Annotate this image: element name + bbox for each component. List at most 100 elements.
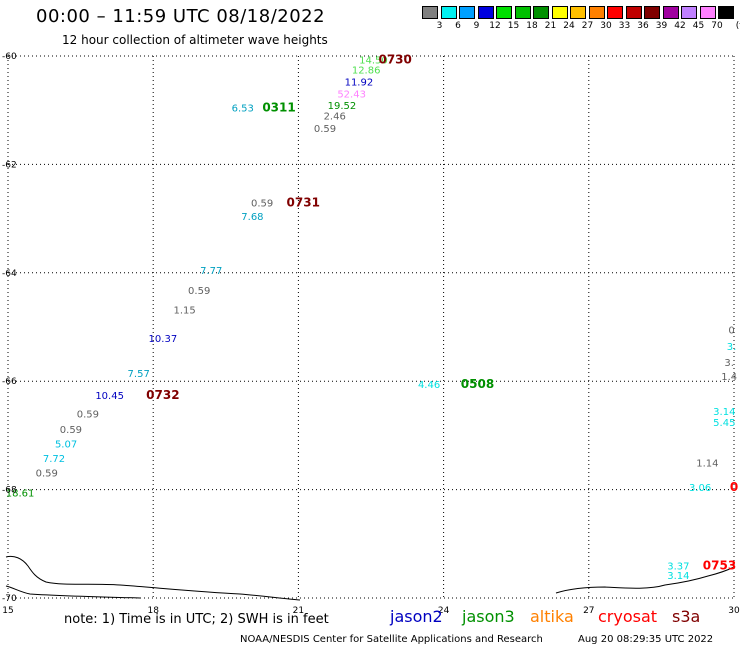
wave-height-label: 7.68 — [241, 212, 263, 223]
wave-height-label: 10.45 — [95, 391, 124, 402]
pass-time-label: 0732 — [146, 388, 179, 402]
colorbar-swatch — [699, 6, 716, 19]
colorbar-tick-label: 6 — [455, 21, 461, 31]
wave-height-label: 5.07 — [55, 440, 77, 451]
colorbar-tick-label: 70 — [711, 21, 723, 31]
colorbar-swatch — [625, 6, 642, 19]
colorbar-swatch — [644, 6, 660, 19]
wave-height-label: 19.52 — [328, 101, 357, 112]
colorbar-tick-label: 39 — [655, 21, 668, 31]
observation-labels: 14.5012.8611.9252.4319.522.460.596.530.5… — [6, 55, 737, 582]
wave-height-label: 10.37 — [149, 334, 178, 345]
wave-height-label: 0.59 — [188, 286, 210, 297]
wave-height-label: 5.45 — [713, 418, 735, 429]
pass-time-label: 0 — [730, 480, 738, 494]
satellite-legend-cryosat: cryosat — [598, 607, 658, 626]
colorbar-tick-label: 15 — [507, 21, 520, 31]
colorbar-swatch — [718, 6, 734, 19]
wave-height-label: 18.61 — [6, 488, 35, 499]
colorbar-swatch — [662, 6, 679, 19]
colorbar-swatch — [459, 6, 475, 19]
wave-height-label: 11.92 — [345, 77, 374, 88]
map-grid — [7, 55, 735, 599]
map-subtitle: 12 hour collection of altimeter wave hei… — [62, 33, 328, 47]
wave-height-label: 0.59 — [36, 468, 58, 479]
pass-time-label: 0508 — [461, 377, 494, 391]
colorbar-tick-label: 21 — [544, 21, 557, 31]
wave-height-label: 3.37 — [667, 561, 689, 572]
colorbar-tick-label: 42 — [674, 21, 686, 31]
lon-tick-label: 30 — [728, 606, 740, 616]
axis-ticks: 15 18 21 24 27 30 -60 -62 -64 -66 -68 -70 — [2, 52, 740, 616]
wave-height-label: 3.14 — [667, 571, 689, 582]
wave-height-label: 3. — [727, 342, 737, 353]
lat-tick-label: -70 — [2, 594, 17, 604]
wave-height-label: 3.06 — [689, 483, 711, 494]
colorbar-unit: (ft) — [735, 21, 740, 31]
generated-timestamp: Aug 20 08:29:35 UTC 2022 — [578, 634, 714, 645]
satellite-legend-jason2: jason2 — [390, 607, 443, 626]
wave-height-label: 0.59 — [314, 124, 336, 135]
colorbar-swatch — [533, 6, 549, 19]
lon-tick-label: 27 — [583, 606, 594, 616]
lat-tick-label: -60 — [2, 52, 17, 62]
colorbar-swatch — [514, 6, 531, 19]
wave-height-label: 4.46 — [418, 380, 440, 391]
pass-time-label: 0731 — [287, 195, 320, 209]
pass-time-label: 0753 — [703, 558, 736, 572]
colorbar-swatch — [477, 6, 494, 19]
lat-tick-label: -68 — [2, 486, 17, 496]
lon-tick-label: 18 — [147, 606, 159, 616]
colorbar-swatch — [551, 6, 568, 19]
wave-height-label: 14.50 — [359, 55, 388, 66]
satellite-legend-s3a: s3a — [672, 607, 701, 626]
colorbar-swatch — [607, 6, 623, 19]
colorbar-tick-label: 3 — [436, 21, 443, 31]
wave-height-label: 3.14 — [713, 407, 735, 418]
colorbar-tick-label: 33 — [618, 21, 631, 31]
wave-height-label: 0.59 — [77, 410, 99, 421]
coastline-west — [5, 555, 301, 601]
wave-height-label: 7.77 — [200, 266, 222, 277]
wave-height-label: 0.59 — [251, 198, 273, 209]
pass-time-label: 0311 — [262, 100, 295, 114]
colorbar-tick-label: 9 — [473, 21, 480, 31]
lat-tick-label: -66 — [2, 377, 17, 387]
coastline-west-inner — [5, 585, 141, 599]
wave-height-label: 0 — [728, 326, 734, 337]
footer-note: note: 1) Time is in UTC; 2) SWH is in fe… — [64, 612, 329, 627]
wave-height-label: 2.46 — [324, 112, 346, 123]
wave-height-label: 1.15 — [174, 306, 196, 317]
coastline-east — [555, 566, 735, 594]
satellite-legend-jason3: jason3 — [462, 607, 515, 626]
colorbar-swatch — [681, 6, 697, 19]
wave-height-label: 1.4 — [721, 372, 737, 383]
lat-tick-label: -62 — [2, 160, 17, 170]
colorbar-swatch — [496, 6, 512, 19]
wave-height-label: 1.14 — [696, 459, 718, 470]
colorbar-tick-label: 12 — [489, 21, 501, 31]
wave-height-label: 3. — [724, 358, 734, 369]
wave-height-label: 7.72 — [43, 454, 65, 465]
pass-time-label: 0730 — [378, 52, 411, 66]
antarctic-coastline — [5, 555, 735, 601]
lat-tick-label: -64 — [2, 269, 17, 279]
satellite-legend-altika: altika — [530, 607, 574, 626]
colorbar-tick-label: 36 — [637, 21, 649, 31]
colorbar-tick-label: 24 — [563, 21, 575, 31]
lon-tick-label: 15 — [2, 606, 13, 616]
time-stamp-labels: 0730 0311 0731 0732 0508 0 0753 — [146, 52, 738, 572]
wave-height-label: 0.59 — [60, 425, 82, 436]
lon-tick-label: 24 — [438, 606, 450, 616]
wave-height-label: 12.86 — [352, 66, 381, 77]
colorbar-swatch — [570, 6, 586, 19]
colorbar-tick-label: 30 — [600, 21, 612, 31]
colorbar-tick-label: 45 — [692, 21, 705, 31]
wave-height-label: 7.57 — [128, 369, 150, 380]
colorbar-swatch — [588, 6, 605, 19]
colorbar-tick-label: 18 — [526, 21, 538, 31]
colorbar-tick-label: 27 — [581, 21, 594, 31]
colorbar-swatch — [422, 6, 438, 19]
credit-line: NOAA/NESDIS Center for Satellite Applica… — [240, 634, 543, 645]
